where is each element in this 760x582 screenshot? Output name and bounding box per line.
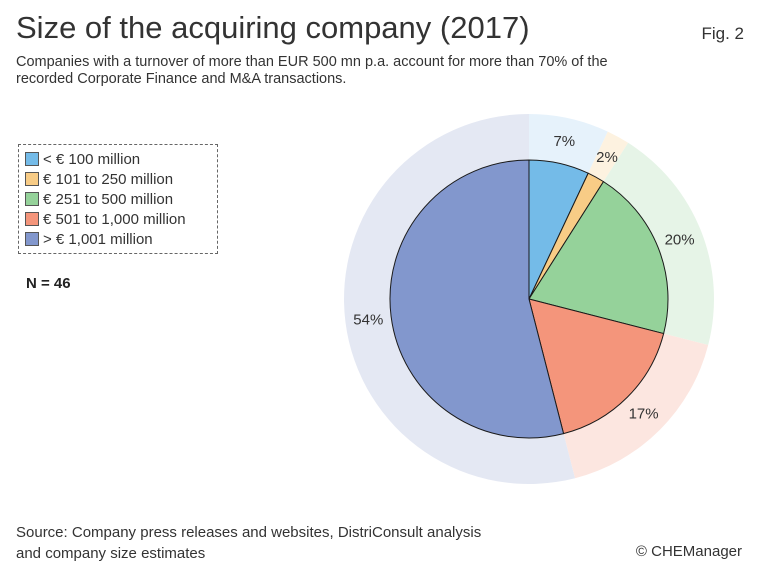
legend-item: > € 1,001 million <box>25 229 217 249</box>
pie-slice-2 <box>528 181 669 335</box>
legend-swatch <box>25 212 39 226</box>
legend-item: € 251 to 500 million <box>25 189 217 209</box>
chart-subtitle: Companies with a turnover of more than E… <box>16 54 608 87</box>
legend-swatch <box>25 172 39 186</box>
pie-data-label-2: 20% <box>665 231 695 248</box>
legend-item: < € 100 million <box>25 149 217 169</box>
pie-label-layer: 7% 2% 20% 17% 54% <box>353 133 694 423</box>
figure-number: Fig. 2 <box>701 24 744 43</box>
legend: < € 100 million € 101 to 250 million € 2… <box>18 144 218 254</box>
legend-item: € 101 to 250 million <box>25 169 217 189</box>
legend-label: < € 100 million <box>43 150 141 168</box>
pie-slice-layer <box>389 159 669 439</box>
legend-label: € 251 to 500 million <box>43 190 174 208</box>
pie-data-label-0: 7% <box>553 133 575 150</box>
legend-swatch <box>25 152 39 166</box>
source-line: Source: Company press releases and websi… <box>16 524 482 541</box>
source-note: Source: Company press releases and websi… <box>16 522 576 564</box>
legend-label: € 101 to 250 million <box>43 170 174 188</box>
legend-swatch <box>25 192 39 206</box>
source-line: and company size estimates <box>16 545 206 562</box>
pie-slice-4 <box>389 159 565 439</box>
pie-data-label-3: 17% <box>629 406 659 423</box>
legend-label: € 501 to 1,000 million <box>43 210 186 228</box>
copyright: © CHEManager <box>635 543 742 560</box>
legend-label: > € 1,001 million <box>43 230 153 248</box>
legend-swatch <box>25 232 39 246</box>
chart-title: Size of the acquiring company (2017) <box>16 10 530 45</box>
pie-data-label-1: 2% <box>596 149 618 166</box>
pie-data-label-4: 54% <box>353 311 383 328</box>
legend-item: € 501 to 1,000 million <box>25 209 217 229</box>
sample-size-label: N = 46 <box>26 275 71 292</box>
pie-slice-3 <box>528 298 665 435</box>
